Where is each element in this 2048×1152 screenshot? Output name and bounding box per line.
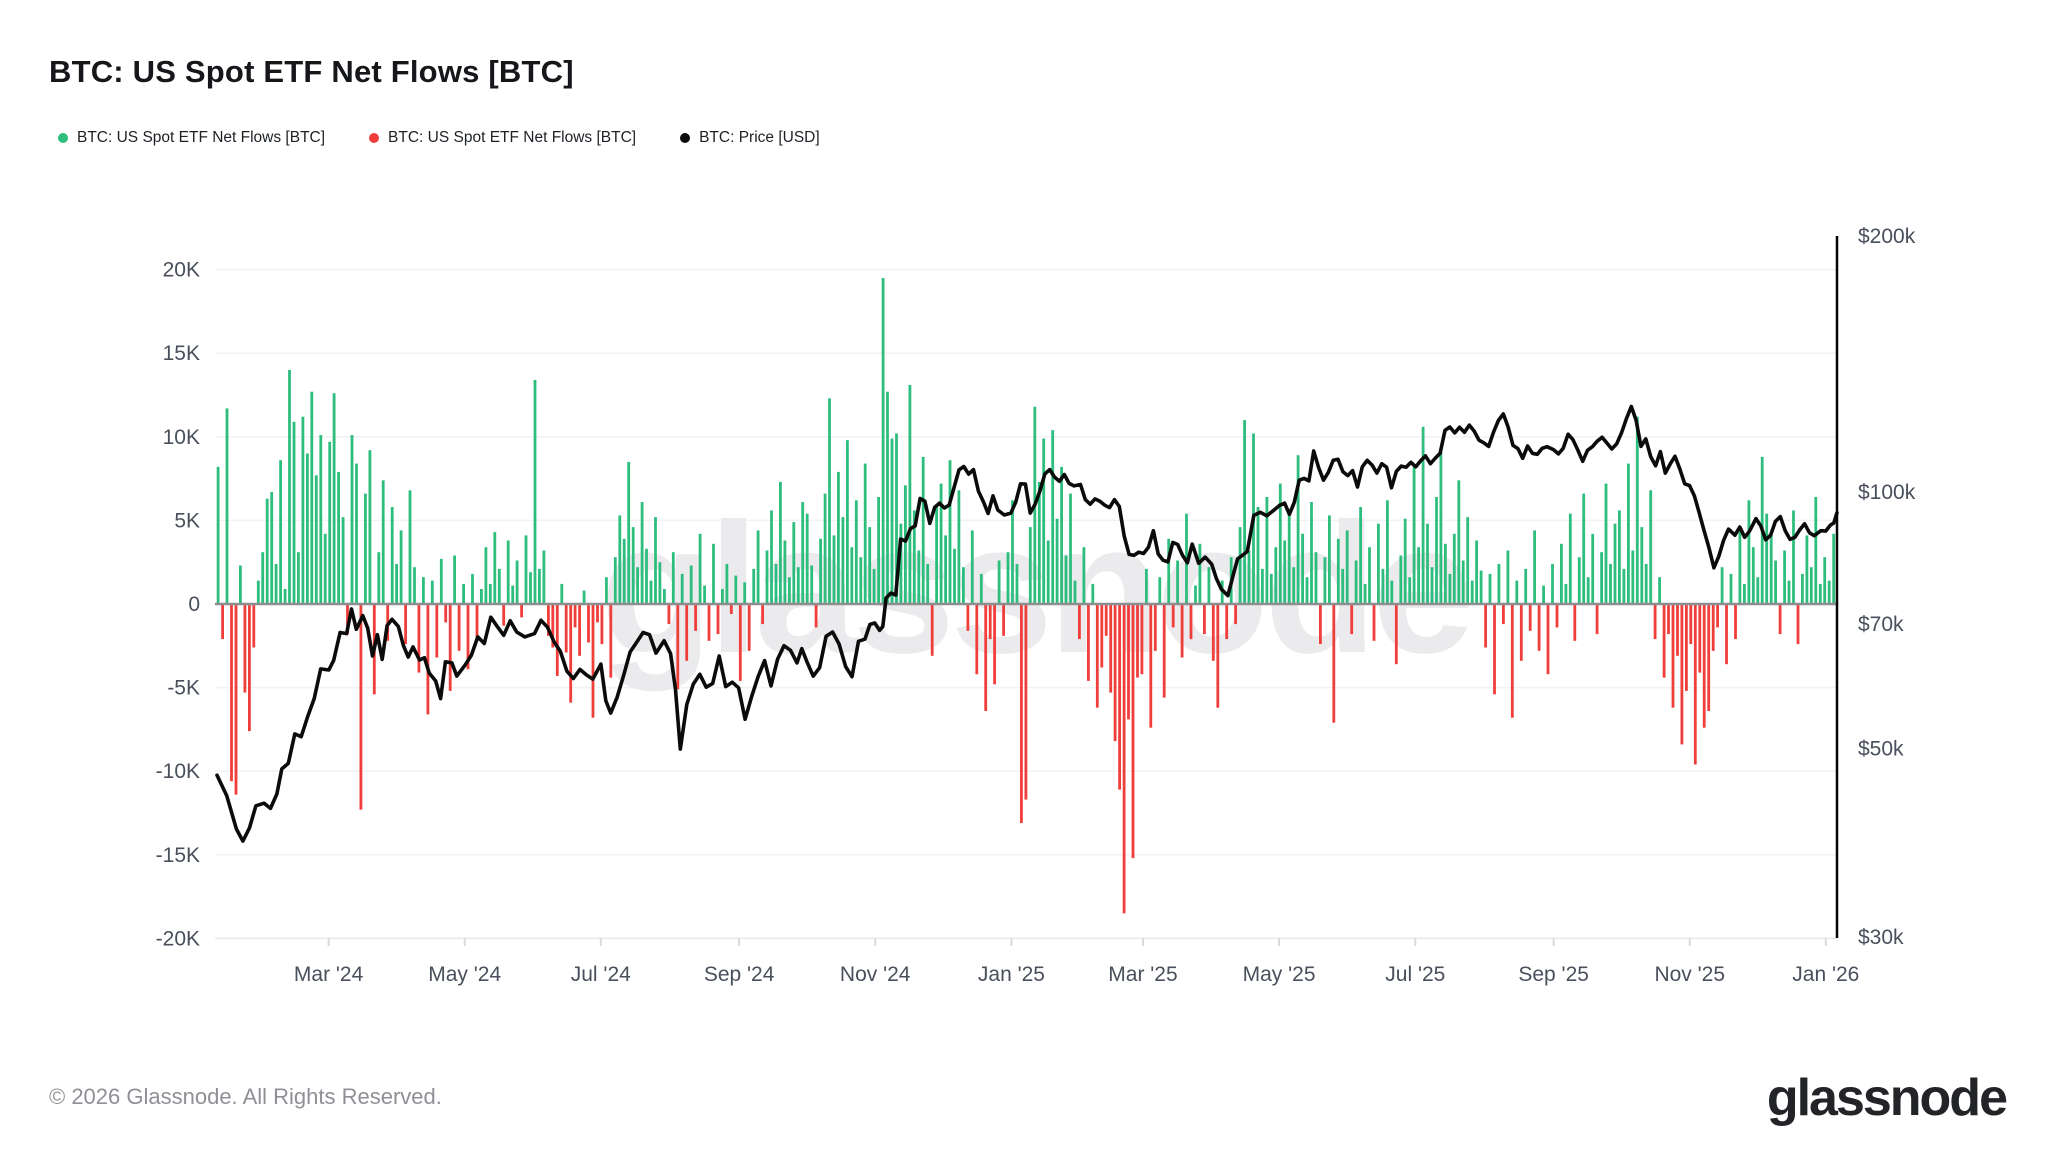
svg-text:$100k: $100k	[1858, 481, 1916, 504]
svg-text:Nov '25: Nov '25	[1654, 963, 1725, 986]
legend-label: BTC: US Spot ETF Net Flows [BTC]	[388, 129, 637, 146]
svg-text:Jul '25: Jul '25	[1385, 963, 1445, 986]
red-dot-icon	[369, 133, 380, 143]
green-dot-icon	[58, 133, 68, 143]
svg-text:Mar '24: Mar '24	[294, 963, 364, 986]
svg-text:Sep '24: Sep '24	[704, 963, 775, 986]
svg-text:Nov '24: Nov '24	[840, 963, 911, 986]
legend-label: BTC: US Spot ETF Net Flows [BTC]	[77, 129, 326, 146]
svg-text:-15K: -15K	[156, 844, 200, 867]
svg-text:-20K: -20K	[156, 927, 200, 950]
svg-text:May '25: May '25	[1243, 963, 1316, 986]
page-title: BTC: US Spot ETF Net Flows [BTC]	[49, 53, 574, 89]
svg-text:10K: 10K	[163, 426, 200, 449]
chart-legend: BTC: US Spot ETF Net Flows [BTC] BTC: US…	[58, 129, 820, 147]
svg-text:$200k: $200k	[1858, 225, 1916, 248]
svg-text:Sep '25: Sep '25	[1518, 963, 1589, 986]
glassnode-logo[interactable]: glassnode	[1766, 1069, 2008, 1127]
svg-text:$50k: $50k	[1858, 737, 1904, 760]
svg-text:May '24: May '24	[428, 963, 501, 986]
legend-item-netflows-outflow[interactable]: BTC: US Spot ETF Net Flows [BTC]	[369, 129, 636, 147]
svg-text:0: 0	[188, 593, 200, 616]
svg-text:Mar '25: Mar '25	[1108, 963, 1177, 986]
legend-item-netflows-inflow[interactable]: BTC: US Spot ETF Net Flows [BTC]	[58, 129, 325, 147]
legend-label: BTC: Price [USD]	[699, 129, 820, 146]
svg-text:-10K: -10K	[156, 760, 200, 783]
svg-text:Jul '24: Jul '24	[571, 963, 631, 986]
svg-text:Jan '25: Jan '25	[978, 963, 1045, 986]
svg-text:-5K: -5K	[167, 677, 200, 700]
svg-text:Jan '26: Jan '26	[1792, 963, 1859, 986]
svg-text:5K: 5K	[174, 509, 200, 532]
legend-item-price[interactable]: BTC: Price [USD]	[680, 129, 820, 147]
svg-text:$30k: $30k	[1858, 926, 1904, 949]
svg-text:20K: 20K	[163, 259, 200, 282]
svg-text:$70k: $70k	[1858, 613, 1904, 636]
black-dot-icon	[680, 133, 691, 143]
copyright-text: © 2026 Glassnode. All Rights Reserved.	[49, 1084, 442, 1109]
svg-text:15K: 15K	[163, 342, 200, 365]
